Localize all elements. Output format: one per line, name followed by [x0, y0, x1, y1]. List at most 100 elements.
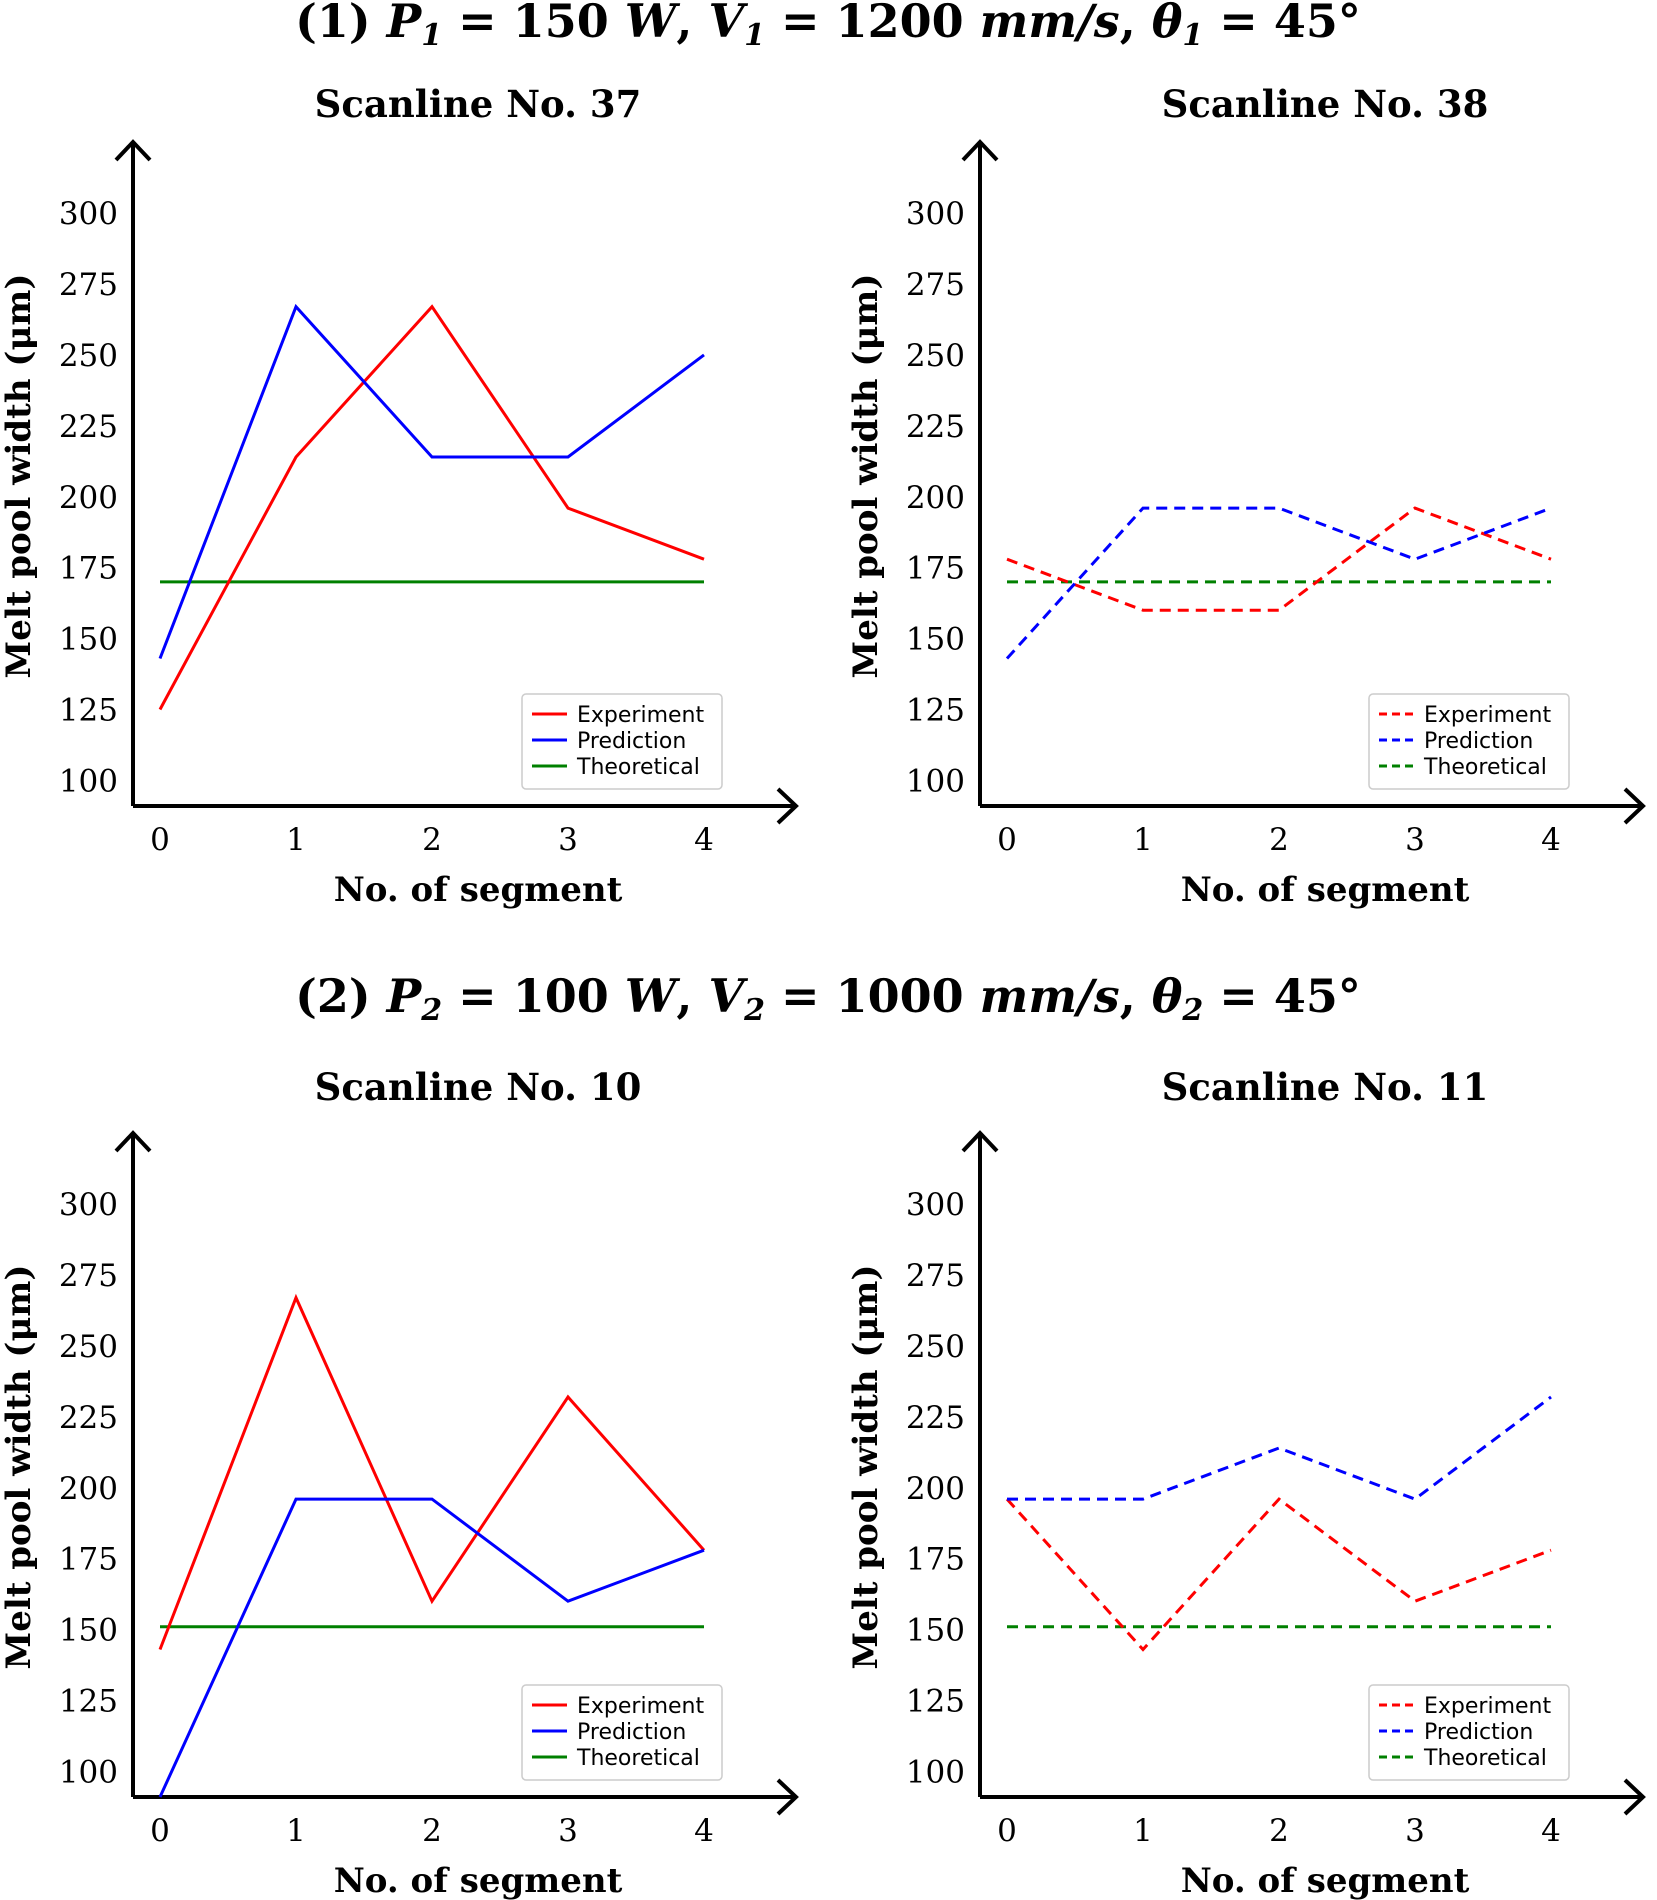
series-line-prediction	[1005, 506, 1552, 660]
x-tick-label: 2	[1269, 1813, 1289, 1849]
y-tick-label: 100	[906, 763, 965, 799]
legend-label-experiment: Experiment	[577, 703, 704, 728]
x-tick-label: 1	[1133, 1813, 1153, 1849]
y-axis-label: Melt pool width (μm)	[0, 274, 39, 679]
section-2-velocity-subscript: 2	[743, 993, 765, 1028]
section-2-angle-value: = 45°	[1203, 969, 1361, 1023]
section-title-2: (2) P2 = 100 W, V2 = 1000 mm/s, θ2 = 45°	[295, 969, 1361, 1028]
x-tick-label: 4	[694, 822, 714, 858]
section-1-angle-symbol: θ	[1152, 0, 1183, 48]
y-tick-label: 200	[906, 1471, 965, 1507]
y-tick-label: 275	[906, 267, 965, 303]
y-axis-label: Melt pool width (μm)	[846, 274, 886, 679]
y-tick-label: 275	[59, 267, 118, 303]
series-line-prediction	[1007, 1395, 1552, 1501]
x-tick-label: 0	[997, 822, 1017, 858]
chart-panel-3: Scanline No. 10 100 125 150 175 200 225 250 275 3…	[0, 1065, 799, 1900]
section-2-power-value: = 100	[442, 969, 625, 1023]
y-tick-label: 225	[59, 1400, 118, 1436]
y-tick-label: 300	[59, 196, 118, 232]
y-axis-label: Melt pool width (μm)	[0, 1265, 39, 1670]
section-1-power-unit: W	[625, 0, 681, 48]
legend-label-experiment: Experiment	[1424, 1694, 1551, 1719]
section-title-1: (1) P1 = 150 W, V1 = 1200 mm/s, θ1 = 45°	[295, 0, 1361, 53]
legend-label-prediction: Prediction	[577, 729, 686, 754]
legend-label-theoretical: Theoretical	[1423, 1746, 1547, 1771]
legend-frame	[521, 693, 723, 790]
x-axis-label: No. of segment	[334, 1861, 623, 1900]
section-1-velocity-value: = 1200	[765, 0, 980, 48]
y-tick-label: 150	[59, 1613, 118, 1649]
x-tick-label: 4	[1541, 822, 1561, 858]
chart-panel-1: Scanline No. 37 100 125 150 175 200 225 250 275 3…	[0, 82, 799, 910]
section-2-power-subscript: 2	[420, 993, 442, 1028]
x-tick-label: 1	[1133, 822, 1153, 858]
section-1-angle-value: = 45°	[1203, 0, 1361, 48]
y-tick-label: 100	[59, 1754, 118, 1790]
y-tick-label: 150	[59, 622, 118, 658]
x-axis-arrow	[776, 787, 799, 825]
y-tick-label: 125	[906, 693, 965, 729]
legend-label-experiment: Experiment	[577, 1694, 704, 1719]
x-tick-label: 3	[558, 1813, 578, 1849]
y-tick-label: 250	[906, 1329, 965, 1365]
legend-label-theoretical: Theoretical	[576, 755, 700, 780]
y-axis-label: Melt pool width (μm)	[846, 1265, 886, 1670]
x-tick-label: 4	[694, 1813, 714, 1849]
chart-panel-2: Scanline No. 38 100 125 150 175 200 225 250 275 3…	[846, 82, 1646, 910]
x-tick-label: 1	[286, 822, 306, 858]
x-tick-label: 3	[1405, 822, 1425, 858]
chart-title: Scanline No. 37	[315, 82, 642, 126]
x-axis-label: No. of segment	[1181, 1861, 1470, 1900]
x-axis-arrow	[1623, 787, 1646, 825]
y-tick-label: 125	[906, 1684, 965, 1720]
series-line-experiment	[158, 1293, 706, 1651]
x-tick-label: 0	[150, 822, 170, 858]
y-tick-label: 175	[906, 551, 965, 587]
y-tick-label: 225	[59, 409, 118, 445]
y-axis-arrow	[114, 1130, 152, 1153]
y-tick-label: 225	[906, 409, 965, 445]
series-line-experiment	[158, 304, 705, 711]
legend-label-theoretical: Theoretical	[576, 1746, 700, 1771]
x-axis-arrow	[776, 1778, 799, 1816]
y-tick-label: 225	[906, 1400, 965, 1436]
y-axis-arrow	[961, 139, 999, 162]
y-tick-label: 100	[59, 763, 118, 799]
y-tick-label: 250	[59, 338, 118, 374]
y-tick-label: 200	[906, 480, 965, 516]
chart-title: Scanline No. 11	[1162, 1065, 1489, 1109]
section-2-prefix: (2)	[295, 969, 387, 1023]
section-1-prefix: (1)	[295, 0, 387, 48]
section-1-power-symbol: P	[385, 0, 423, 48]
y-tick-label: 150	[906, 1613, 965, 1649]
y-tick-label: 125	[59, 1684, 118, 1720]
section-2-angle-symbol: θ	[1152, 969, 1183, 1023]
chart-title: Scanline No. 38	[1162, 82, 1489, 126]
y-tick-label: 300	[906, 196, 965, 232]
section-2-velocity-symbol: V	[708, 969, 748, 1023]
y-tick-label: 250	[59, 1329, 118, 1365]
section-2-power-unit: W	[625, 969, 681, 1023]
series-line-experiment	[1006, 506, 1552, 612]
section-1-power-value: = 150	[442, 0, 625, 48]
y-tick-label: 300	[906, 1187, 965, 1223]
chart-title: Scanline No. 10	[315, 1065, 642, 1109]
section-2-angle-subscript: 2	[1181, 993, 1203, 1028]
y-tick-label: 275	[906, 1258, 965, 1294]
y-tick-label: 150	[906, 622, 965, 658]
legend-label-theoretical: Theoretical	[1423, 755, 1547, 780]
x-axis-arrow	[1623, 1778, 1646, 1816]
section-2-power-symbol: P	[385, 969, 423, 1023]
y-tick-label: 200	[59, 1471, 118, 1507]
x-tick-label: 1	[286, 1813, 306, 1849]
x-axis-label: No. of segment	[1181, 870, 1470, 910]
y-axis-arrow	[961, 1130, 999, 1153]
legend-label-prediction: Prediction	[1424, 729, 1533, 754]
x-tick-label: 0	[997, 1813, 1017, 1849]
y-tick-label: 125	[59, 693, 118, 729]
chart-panel-4: Scanline No. 11 100 125 150 175 200 225 250 275 3…	[846, 1065, 1646, 1900]
x-tick-label: 2	[422, 822, 442, 858]
